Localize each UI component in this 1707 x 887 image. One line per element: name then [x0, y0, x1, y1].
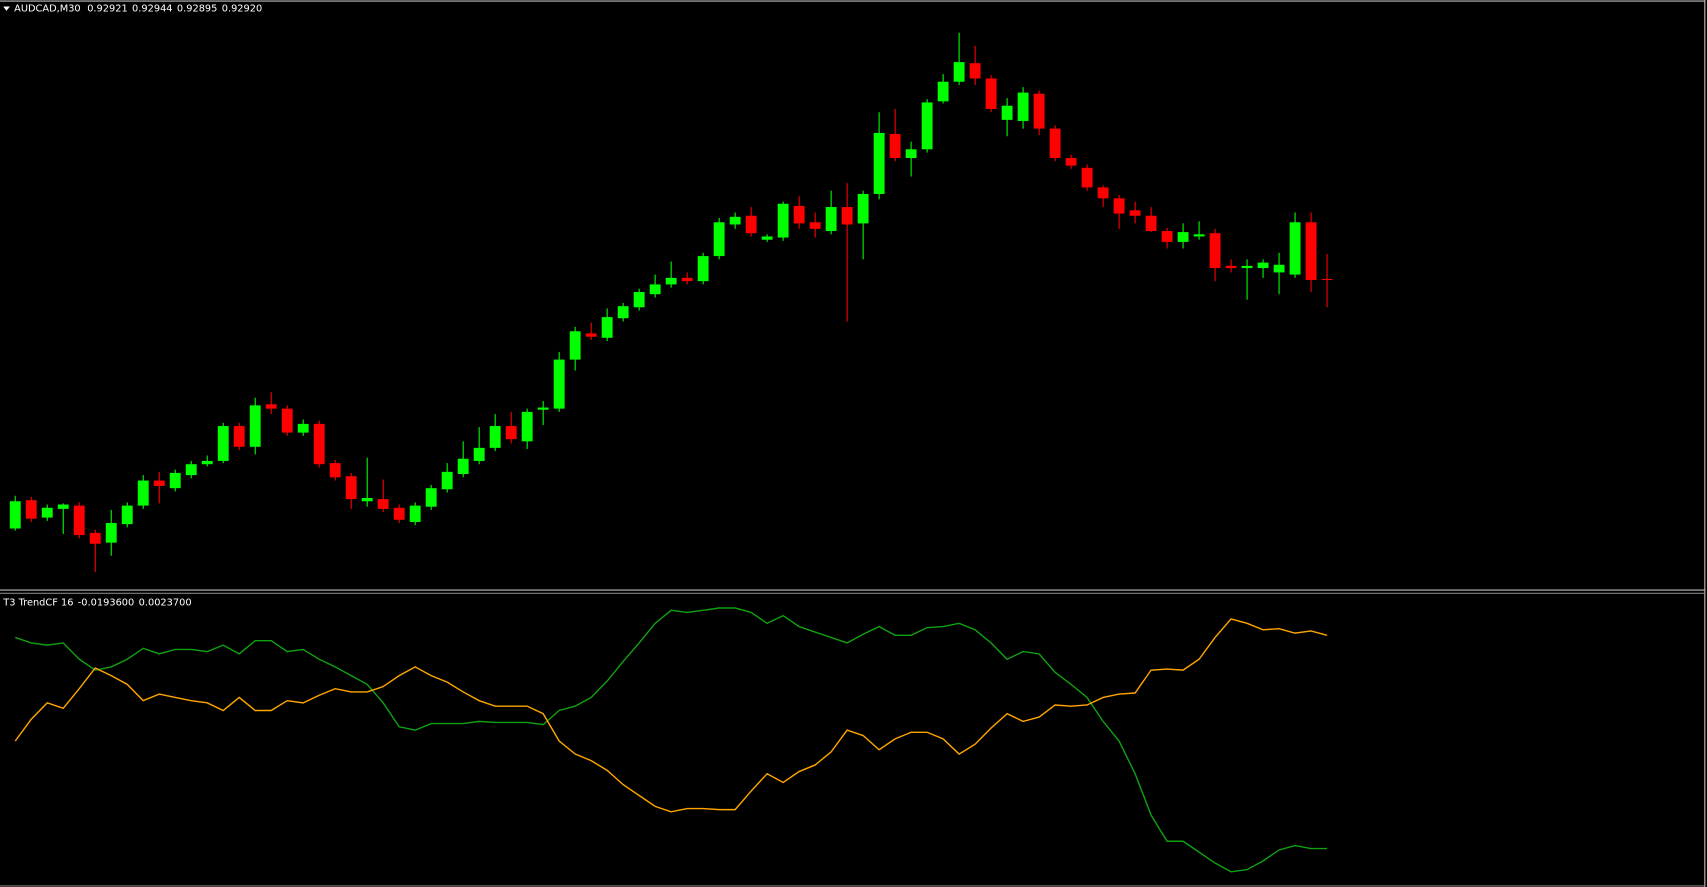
- candle-body: [25, 500, 37, 519]
- candle-body: [73, 505, 85, 536]
- candle-body: [921, 102, 933, 150]
- candle-body: [953, 62, 965, 82]
- candle-body: [249, 405, 261, 447]
- candle-body: [649, 284, 661, 295]
- candle-body: [665, 277, 677, 285]
- candle-body: [457, 458, 469, 475]
- candle-body: [729, 216, 741, 225]
- candle-body: [1145, 215, 1157, 232]
- candle-body: [153, 480, 165, 486]
- candle-body: [1193, 234, 1205, 237]
- indicator-value: -0.0193600: [78, 598, 134, 609]
- candle-body: [1273, 264, 1285, 273]
- candle-body: [1225, 265, 1237, 269]
- candle-body: [1321, 278, 1333, 281]
- candle-body: [233, 426, 245, 447]
- candle-body: [217, 426, 229, 461]
- candle-body: [505, 426, 517, 440]
- indicator-name: T3 TrendCF 16: [2, 598, 73, 609]
- candle-body: [1257, 262, 1269, 269]
- candle-body: [633, 292, 645, 308]
- candle-body: [841, 207, 853, 225]
- indicator-line: [15, 607, 1328, 873]
- candle-body: [1081, 167, 1093, 188]
- candle-body: [201, 460, 213, 465]
- candle-body: [569, 331, 581, 360]
- candle-body: [89, 532, 101, 544]
- candle-body: [185, 464, 197, 476]
- header-low: 0.92895: [177, 4, 217, 15]
- candle-body: [425, 488, 437, 507]
- candle-body: [57, 504, 69, 509]
- candle-body: [761, 236, 773, 240]
- candle-body: [41, 507, 53, 518]
- candle-body: [617, 306, 629, 319]
- candle-body: [585, 333, 597, 337]
- candle-body: [441, 471, 453, 490]
- candle-body: [9, 501, 21, 529]
- candle-body: [281, 408, 293, 433]
- candle-body: [1001, 105, 1013, 120]
- candle-body: [489, 426, 501, 448]
- candle-body: [681, 277, 693, 282]
- candle-body: [521, 411, 533, 442]
- candle-body: [105, 523, 117, 543]
- candle-body: [1017, 92, 1029, 121]
- candle-body: [1065, 158, 1077, 166]
- candle-body: [1049, 128, 1061, 159]
- candle-body: [329, 463, 341, 478]
- candle-body: [889, 134, 901, 159]
- indicator-header: T3 TrendCF 16 -0.0193600 0.0023700: [2, 598, 191, 609]
- candle-body: [1033, 93, 1045, 129]
- candle-body: [553, 359, 565, 409]
- candle-body: [745, 215, 757, 234]
- header-high: 0.92944: [132, 4, 172, 15]
- candle-body: [857, 193, 869, 224]
- candle-body: [473, 447, 485, 461]
- header-close: 0.92920: [222, 4, 262, 15]
- candle-body: [905, 149, 917, 159]
- candle-body: [313, 423, 325, 465]
- candle-body: [297, 423, 309, 433]
- candle-body: [121, 505, 133, 525]
- candle-body: [825, 207, 837, 232]
- candle-body: [169, 472, 181, 489]
- candle-body: [1113, 198, 1125, 214]
- candle-body: [265, 404, 277, 409]
- candle-body: [137, 480, 149, 506]
- candle-body: [1177, 232, 1189, 242]
- candle-body: [809, 222, 821, 229]
- indicator-line: [14, 618, 1328, 813]
- candle-body: [601, 317, 613, 338]
- candle-body: [1161, 231, 1173, 242]
- candle-body: [713, 222, 725, 257]
- candle-body: [377, 499, 389, 509]
- candle-body: [409, 505, 421, 522]
- candle-body: [985, 78, 997, 109]
- candle-body: [361, 497, 373, 502]
- candle-body: [873, 132, 885, 194]
- candle-body: [1209, 233, 1221, 269]
- candle-body: [345, 476, 357, 500]
- candle-body: [937, 81, 949, 102]
- candle-body: [537, 407, 549, 410]
- indicator-value: 0.0023700: [139, 598, 192, 609]
- candle-body: [1097, 187, 1109, 199]
- candle-body: [1305, 222, 1317, 281]
- candle-body: [697, 256, 709, 282]
- candle-body: [1129, 210, 1141, 216]
- candle-body: [393, 507, 405, 520]
- header-open: 0.92921: [87, 4, 127, 15]
- candle-body: [969, 63, 981, 79]
- menu-arrow[interactable]: [3, 6, 10, 11]
- candle-body: [793, 205, 805, 224]
- candle-body: [1241, 265, 1253, 269]
- candle-body: [1289, 222, 1301, 275]
- main-header: AUDCAD,M30 0.92921 0.92944 0.92895 0.92920: [14, 4, 262, 15]
- candle-body: [777, 203, 789, 238]
- symbol: AUDCAD,M30: [14, 4, 81, 15]
